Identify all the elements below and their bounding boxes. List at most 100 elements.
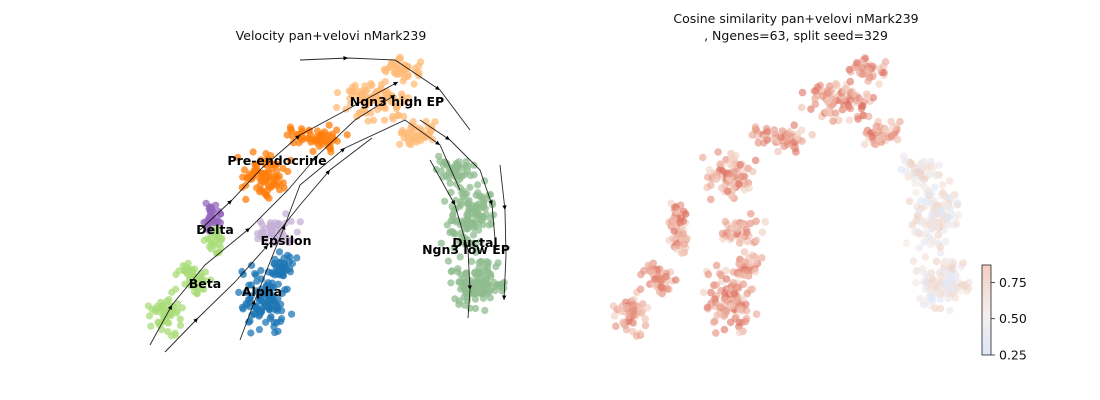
- cell-point: [716, 302, 725, 311]
- cell-point: [381, 78, 389, 86]
- cell-point: [249, 148, 257, 156]
- cell-point: [811, 94, 819, 103]
- streamline-arrowhead: [295, 135, 300, 140]
- cell-point: [919, 161, 927, 169]
- cell-point: [612, 322, 620, 331]
- cell-point: [707, 181, 715, 190]
- cell-point: [486, 214, 494, 222]
- cell-point: [265, 168, 273, 176]
- cell-point: [880, 68, 888, 77]
- cell-point: [204, 235, 212, 243]
- cell-point: [190, 275, 198, 283]
- cell-point: [286, 123, 295, 131]
- cluster-label: Epsilon: [261, 233, 312, 248]
- cell-point: [648, 269, 656, 277]
- cell-point: [480, 272, 489, 280]
- cell-point: [777, 133, 785, 142]
- cell-point: [918, 180, 926, 188]
- cell-point: [454, 161, 462, 169]
- cell-point: [937, 272, 945, 280]
- cell-point: [703, 303, 712, 312]
- cell-point: [179, 262, 187, 270]
- cell-point: [940, 192, 949, 201]
- cell-point: [451, 230, 460, 238]
- streamline-arrowhead: [390, 95, 395, 100]
- cell-point: [288, 236, 296, 244]
- cell-point: [239, 270, 247, 278]
- cell-point: [716, 160, 725, 168]
- cell-point: [278, 289, 286, 297]
- cell-point: [907, 160, 916, 169]
- cell-point: [464, 210, 472, 218]
- cell-point: [470, 161, 478, 169]
- cell-point: [461, 170, 469, 178]
- cell-point: [864, 112, 873, 121]
- cell-point: [845, 116, 854, 124]
- cell-point: [751, 156, 760, 165]
- cell-point: [829, 117, 837, 125]
- cell-point: [147, 322, 155, 330]
- cell-point: [868, 133, 876, 141]
- cell-point: [470, 278, 479, 286]
- cell-point: [458, 189, 466, 197]
- cell-point: [456, 253, 464, 261]
- cell-point: [283, 285, 291, 293]
- streamline: [299, 57, 471, 131]
- cell-point: [956, 286, 964, 295]
- cell-point: [183, 269, 191, 277]
- cell-point: [271, 271, 279, 279]
- cell-point: [403, 133, 411, 141]
- cell-point: [333, 137, 341, 145]
- colorbar-tick-label: 0.25: [999, 348, 1027, 363]
- streamline-arrowhead: [502, 295, 507, 300]
- cluster-label: Ductal: [452, 235, 497, 250]
- cell-point: [257, 266, 265, 275]
- cell-point: [265, 289, 274, 297]
- cell-point: [917, 218, 926, 226]
- cell-point: [298, 136, 306, 144]
- cell-point: [902, 167, 910, 176]
- cell-point: [699, 153, 707, 162]
- cell-point: [728, 302, 736, 310]
- cell-point: [671, 203, 679, 212]
- cell-point: [284, 167, 292, 176]
- cell-point: [912, 267, 921, 276]
- cell-point: [293, 254, 301, 262]
- cell-point: [870, 139, 878, 148]
- cell-point: [248, 261, 256, 269]
- cell-point: [215, 207, 223, 215]
- cell-point: [389, 115, 397, 123]
- cell-point: [655, 275, 664, 283]
- cell-point: [712, 329, 720, 337]
- cell-point: [471, 304, 480, 313]
- cell-point: [860, 140, 869, 149]
- cell-point: [928, 275, 937, 284]
- cell-point: [944, 220, 952, 229]
- cell-point: [670, 227, 678, 235]
- streamline-arrowhead: [227, 200, 232, 205]
- cell-point: [610, 312, 619, 320]
- cluster-label: Beta: [189, 276, 221, 291]
- cell-point: [741, 258, 749, 267]
- cell-point: [318, 140, 326, 148]
- cell-point: [277, 300, 285, 308]
- cell-point: [282, 210, 290, 218]
- cell-point: [746, 219, 755, 228]
- cell-point: [466, 183, 474, 191]
- streamline-arrowhead: [467, 285, 472, 290]
- cell-point: [287, 156, 295, 164]
- cell-point: [328, 133, 336, 141]
- cell-point: [436, 157, 444, 165]
- velocity-points: [144, 53, 508, 340]
- cell-point: [707, 288, 715, 297]
- cell-point: [287, 217, 295, 225]
- cell-point: [333, 89, 342, 97]
- cell-point: [256, 310, 264, 318]
- cosine-points: [609, 53, 973, 340]
- cell-point: [415, 69, 423, 77]
- cell-point: [960, 280, 969, 289]
- cell-point: [207, 276, 215, 284]
- cell-point: [424, 124, 432, 132]
- cell-point: [480, 214, 488, 222]
- cell-point: [735, 318, 743, 327]
